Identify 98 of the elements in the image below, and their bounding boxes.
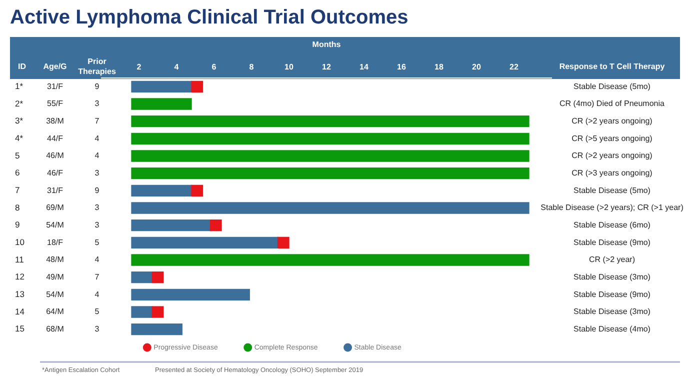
y-tick-label: 6 bbox=[15, 168, 20, 178]
chart-title: Active Lymphoma Clinical Trial Outcomes bbox=[10, 6, 408, 29]
text: CR (>5 years ongoing) bbox=[572, 134, 653, 143]
text: Stable Disease (3mo) bbox=[574, 272, 651, 282]
text: 7 bbox=[94, 272, 100, 282]
x-tick-label: 14 bbox=[360, 62, 369, 72]
bar bbox=[277, 236, 290, 248]
text: 64/M bbox=[46, 307, 64, 316]
x-tick-label: 12 bbox=[322, 62, 332, 72]
bar bbox=[131, 150, 530, 162]
bar bbox=[131, 272, 152, 284]
text: 3 bbox=[94, 99, 100, 108]
text: CR (>3 years ongoing) bbox=[572, 168, 653, 178]
text: 49/M bbox=[46, 272, 64, 282]
bar bbox=[131, 116, 530, 128]
y-tick-label: 11 bbox=[15, 254, 24, 264]
text: 3 bbox=[94, 168, 100, 178]
x-tick-label: 16 bbox=[397, 62, 406, 72]
text: 38/M bbox=[46, 116, 64, 126]
bar bbox=[191, 184, 204, 196]
x-tick-label: 4 bbox=[174, 62, 180, 72]
text: 55/F bbox=[46, 99, 64, 108]
bar bbox=[131, 98, 192, 110]
text: 18/F bbox=[46, 238, 64, 247]
text: Stable Disease (4mo) bbox=[574, 324, 651, 334]
bar bbox=[131, 220, 211, 232]
x-tick-label: 2 bbox=[136, 62, 142, 72]
y-tick-label: 1* bbox=[15, 81, 24, 92]
text: 5 bbox=[94, 238, 100, 247]
bar bbox=[131, 324, 182, 336]
text: 31/F bbox=[46, 82, 64, 91]
text: 9 bbox=[94, 186, 100, 195]
text: 46/M bbox=[46, 151, 64, 160]
text: 48/M bbox=[46, 255, 64, 264]
bar bbox=[131, 236, 278, 248]
x-tick-label: 18 bbox=[434, 62, 444, 72]
x-tick-label: 22 bbox=[510, 62, 519, 72]
text: CR (>2 years ongoing) bbox=[572, 116, 653, 126]
text: 4 bbox=[94, 255, 100, 264]
text: 68/M bbox=[46, 324, 64, 334]
text: 4 bbox=[94, 151, 100, 160]
text: 3 bbox=[94, 220, 100, 230]
text: CR (4mo) Died of Pneumonia bbox=[560, 99, 666, 108]
x-tick-label: 20 bbox=[472, 62, 482, 72]
text: 54/M bbox=[46, 220, 64, 230]
bar bbox=[131, 132, 530, 144]
bar bbox=[131, 306, 152, 318]
text: CR (>2 year) bbox=[588, 255, 636, 264]
x-tick-label: 6 bbox=[212, 62, 217, 72]
y-tick-label: 14 bbox=[15, 306, 25, 316]
bar bbox=[131, 184, 192, 196]
y-tick-label: 12 bbox=[15, 272, 25, 282]
text: 69/M bbox=[46, 203, 64, 212]
text: 31/F bbox=[46, 186, 64, 195]
y-tick-label: 5 bbox=[15, 150, 20, 160]
text: Stable Disease (5mo) bbox=[574, 82, 651, 91]
text: 5 bbox=[94, 307, 100, 316]
text: Stable Disease (5mo) bbox=[574, 186, 651, 195]
bar bbox=[191, 80, 204, 92]
x-axis-title: Months bbox=[312, 40, 342, 50]
y-tick-label: 10 bbox=[15, 237, 25, 248]
bar bbox=[131, 168, 530, 180]
y-axis-title: ID bbox=[18, 62, 26, 72]
y-tick-label: 4* bbox=[15, 133, 24, 144]
bar bbox=[131, 288, 250, 300]
text: CR (>2 years ongoing) bbox=[572, 151, 653, 160]
annotation: Stable Disease (>2 years); CR (>1 year) bbox=[540, 203, 684, 212]
text: 46/F bbox=[46, 168, 64, 178]
y-tick-label: 7 bbox=[15, 185, 20, 196]
text: 7 bbox=[94, 116, 100, 126]
bar bbox=[131, 80, 192, 92]
text: 3 bbox=[94, 324, 100, 334]
bar bbox=[152, 272, 164, 284]
y-tick-label: 2* bbox=[15, 98, 24, 108]
text: Stable Disease (9mo) bbox=[574, 290, 651, 299]
text: 54/M bbox=[46, 290, 64, 299]
text: 44/F bbox=[46, 134, 64, 143]
text: Age/G bbox=[43, 62, 67, 72]
bar bbox=[131, 254, 530, 266]
text: 4 bbox=[94, 134, 100, 143]
text: Stable Disease (3mo) bbox=[574, 307, 651, 316]
text: Stable Disease (6mo) bbox=[574, 220, 651, 230]
bar bbox=[131, 202, 530, 214]
text: 3 bbox=[94, 203, 100, 212]
y-tick-label: 13 bbox=[15, 289, 25, 300]
y-tick-label: 9 bbox=[15, 220, 20, 230]
y-tick-label: 15 bbox=[15, 324, 25, 334]
text: Prior Therapies bbox=[78, 57, 116, 76]
x-tick-label: 10 bbox=[284, 62, 294, 72]
text: 9 bbox=[94, 82, 100, 91]
x-tick-label: 8 bbox=[249, 62, 254, 72]
y-tick-label: 3* bbox=[15, 116, 24, 126]
bar bbox=[152, 306, 164, 318]
bar bbox=[210, 220, 222, 232]
text: Response to T Cell Therapy bbox=[559, 62, 666, 72]
y-tick-label: 8 bbox=[15, 202, 20, 212]
text: Stable Disease (9mo) bbox=[574, 238, 651, 247]
text: 4 bbox=[94, 290, 100, 299]
